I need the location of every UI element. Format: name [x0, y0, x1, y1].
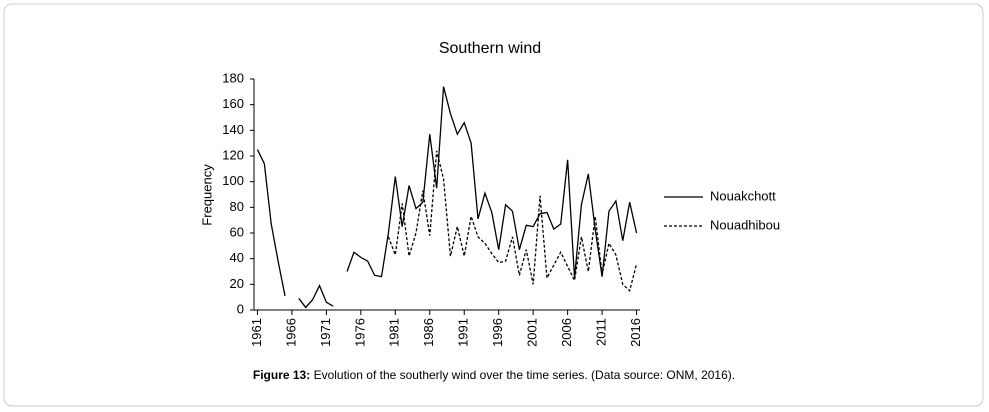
y-tick-label: 180 — [222, 70, 244, 85]
x-tick-label: 2001 — [525, 318, 540, 347]
y-tick-label: 60 — [230, 224, 244, 239]
y-tick-label: 0 — [237, 301, 244, 316]
caption-text: Evolution of the southerly wind over the… — [314, 368, 736, 382]
y-tick-label: 20 — [230, 276, 244, 291]
y-tick-label: 100 — [222, 173, 244, 188]
x-tick-label: 2011 — [594, 318, 609, 346]
x-tick-label: 1996 — [490, 318, 505, 347]
x-tick-label: 2016 — [628, 318, 643, 347]
frame — [3, 3, 984, 407]
line-series — [387, 150, 638, 292]
legend-label: Nouakchott — [710, 188, 776, 203]
x-tick-label: 1986 — [421, 318, 436, 347]
x-tick-label: 1991 — [456, 318, 471, 347]
x-tick-label: 1981 — [387, 318, 402, 347]
y-axis-label: Frequency — [199, 164, 214, 226]
line-series — [256, 86, 638, 309]
x-tick-label: 1971 — [318, 318, 333, 347]
y-tick-label: 120 — [222, 147, 244, 162]
y-tick-label: 160 — [222, 96, 244, 111]
x-tick-label: 1966 — [283, 318, 298, 347]
legend-label: Nouadhibou — [710, 217, 780, 232]
x-tick-label: 1976 — [352, 318, 367, 347]
y-tick-label: 140 — [222, 122, 244, 137]
x-tick-label: 1961 — [249, 318, 264, 347]
chart-title: Southern wind — [439, 40, 541, 57]
x-tick-label: 2006 — [559, 318, 574, 347]
y-tick-label: 80 — [230, 199, 244, 214]
caption: Figure 13: Evolution of the southerly wi… — [253, 368, 735, 382]
caption-label: Figure 13: — [253, 368, 310, 382]
y-tick-label: 40 — [230, 250, 244, 265]
